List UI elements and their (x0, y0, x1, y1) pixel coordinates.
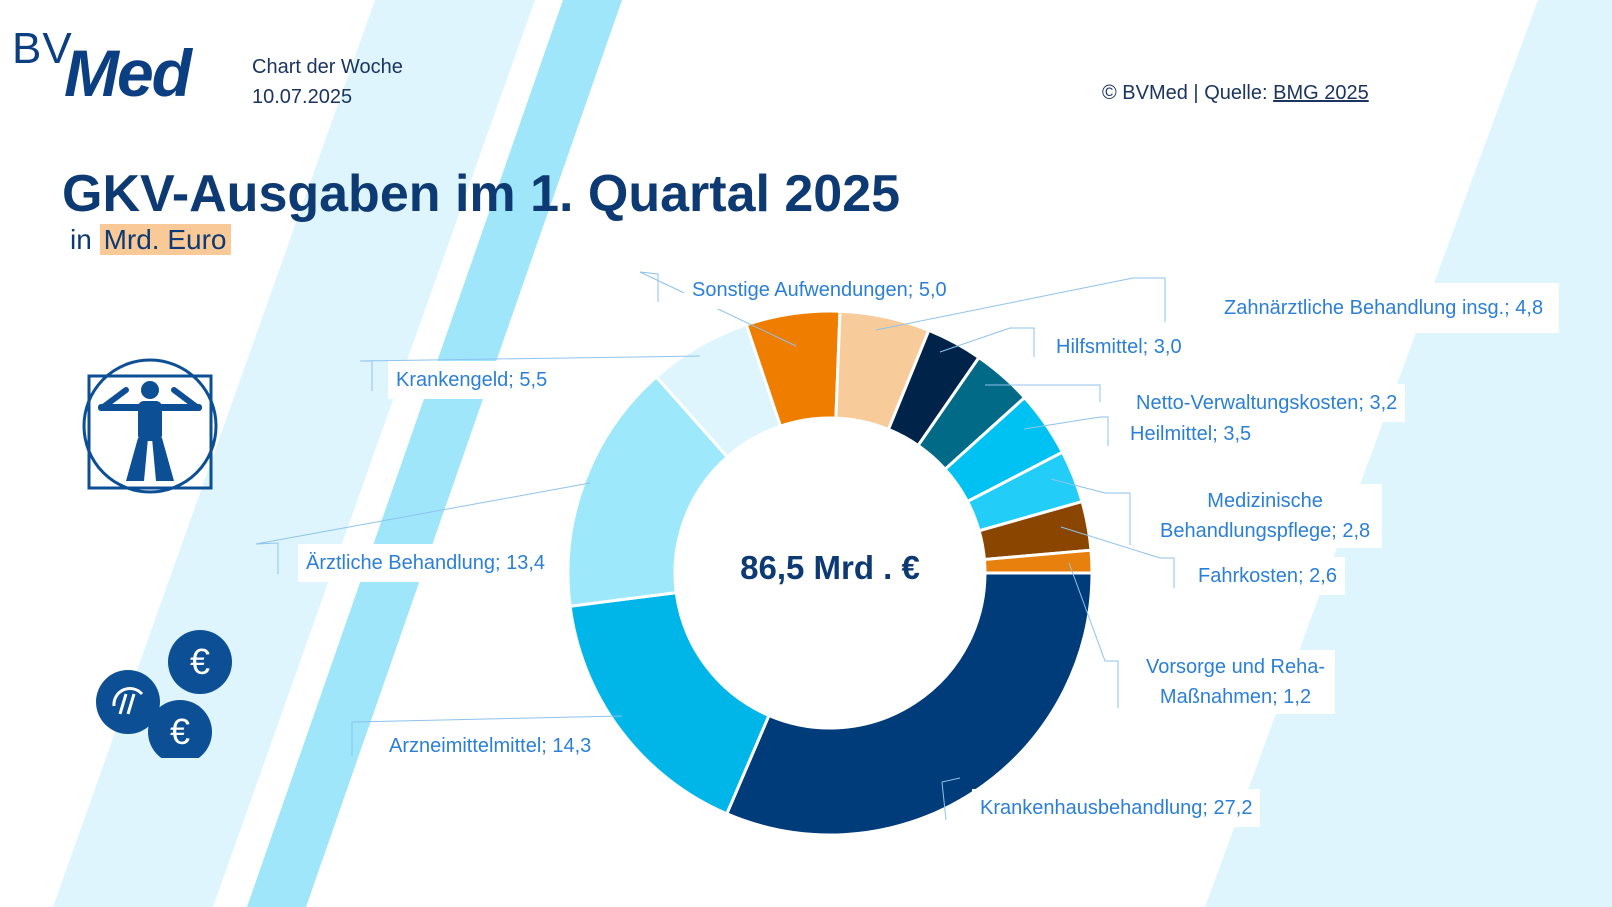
unit-highlight: Mrd. Euro (99, 224, 231, 255)
logo-med-text: Med (64, 36, 192, 110)
chart-title: GKV-Ausgaben im 1. Quartal 2025 (62, 165, 901, 223)
bvmed-logo: BV Med (12, 24, 222, 108)
data-label-heilmittel: Heilmittel; 3,5 (1122, 415, 1260, 453)
bg-stripe-left (53, 0, 535, 907)
data-label-behandlungspflege-line2: Behandlungspflege; 2,8 (1160, 520, 1371, 542)
donut-slice-1 (724, 571, 1094, 837)
leader-aerztliche (255, 482, 591, 574)
data-label-behandlungspflege-line1: Medizinische (1207, 490, 1323, 512)
leader-arzneimittel (351, 715, 623, 756)
data-label-krankengeld: Krankengeld; 5,5 (388, 361, 556, 399)
data-label-vorsorge-line2: Maßnahmen; 1,2 (1159, 686, 1312, 708)
bg-stripe-mid (247, 0, 622, 907)
data-label-hilfsmittel: Hilfsmittel; 3,0 (1048, 328, 1190, 366)
data-label-sonstige: Sonstige Aufwendungen; 5,0 (684, 271, 955, 309)
chart-date: 10.07.2025 (252, 86, 353, 108)
leader-vorsorge (1068, 562, 1119, 708)
data-label-behandlungspflege: Medizinische Behandlungspflege; 2,8 (1148, 484, 1383, 548)
coins-icon: € € (96, 630, 232, 758)
vitruvian-man-icon (82, 358, 218, 494)
chart-of-week-label: Chart der Woche (252, 56, 403, 78)
unit-line: in Mrd. Euro (70, 224, 231, 256)
leader-fahrkosten (1060, 526, 1175, 588)
svg-text:€: € (170, 711, 190, 752)
donut-center-total: 86,5 Mrd . € (740, 549, 920, 586)
data-label-arzneimittel: Arzneimittelmittel; 14,3 (381, 727, 600, 765)
donut-slice-12 (982, 548, 1094, 575)
data-label-fahrkosten: Fahrkosten; 2,6 (1190, 557, 1345, 595)
copyright-text: © BVMed | Quelle: (1102, 82, 1274, 104)
chart-of-week-block: Chart der Woche 10.07.2025 (252, 52, 403, 112)
leader-verwaltung (985, 384, 1101, 402)
copyright-source: © BVMed | Quelle: BMG 2025 (1102, 82, 1369, 105)
data-label-zahnaerztliche: Zahnärztliche Behandlung insg.; 4,8 (1208, 283, 1560, 333)
leader-hilfsmittel (939, 327, 1035, 357)
leader-sonstige (639, 271, 797, 347)
leader-behandlungspflege (1050, 478, 1131, 545)
source-link[interactable]: BMG 2025 (1273, 82, 1369, 104)
donut-slice-2 (568, 590, 771, 816)
data-label-vorsorge-line1: Vorsorge und Reha- (1146, 656, 1326, 678)
leader-heilmittel (1023, 416, 1109, 446)
leader-krankengeld (359, 355, 701, 391)
data-label-vorsorge: Vorsorge und Reha- Maßnahmen; 1,2 (1136, 650, 1336, 714)
data-label-krankenhaus: Krankenhausbehandlung; 27,2 (972, 789, 1261, 827)
leader-krankenhaus (941, 777, 961, 821)
data-label-aerztliche: Ärztliche Behandlung; 13,4 (298, 544, 554, 582)
svg-text:€: € (190, 641, 210, 682)
logo-bv-text: BV (12, 24, 73, 73)
unit-prefix: in (70, 224, 100, 255)
leader-zahn (875, 277, 1166, 331)
